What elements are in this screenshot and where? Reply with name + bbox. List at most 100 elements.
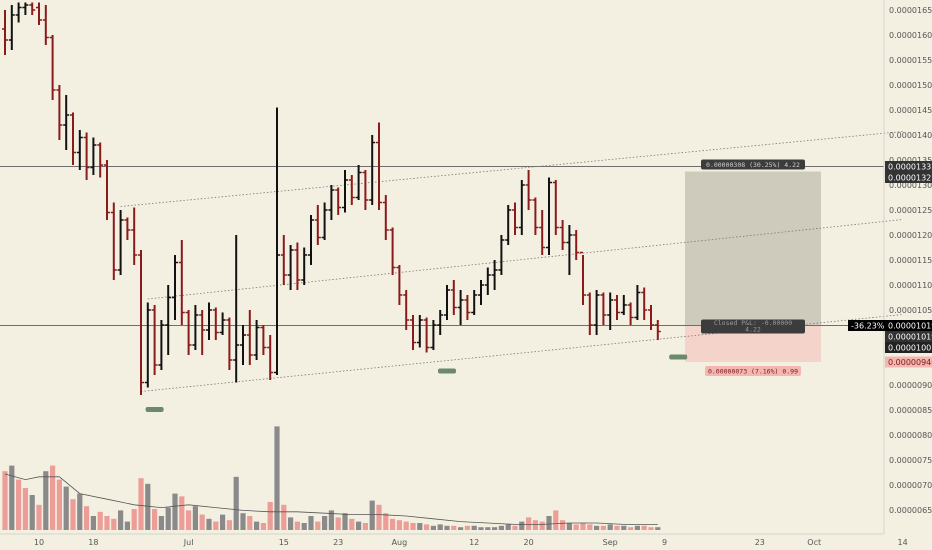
- volume-bar: [526, 517, 532, 530]
- ohlc-bar: [63, 95, 70, 150]
- ohlc-bar: [552, 180, 559, 235]
- ohlc-bar: [600, 292, 607, 325]
- target-zone: [685, 171, 821, 326]
- ohlc-bar: [546, 177, 552, 255]
- price-tag-box: [885, 342, 932, 353]
- ohlc-bar: [178, 240, 185, 325]
- ohlc-bar: [29, 2, 36, 15]
- ohlc-bar: [586, 292, 593, 335]
- volume-bar: [138, 478, 144, 530]
- ohlc-bar: [117, 210, 124, 275]
- price-tag-box: [885, 331, 932, 342]
- entry-label-line1: Closed P&L: -0.00000: [714, 319, 792, 327]
- volume-bar: [288, 517, 294, 530]
- ohlc-bar: [172, 255, 178, 320]
- ohlc-bar: [634, 285, 641, 320]
- ohlc-bar: [83, 132, 90, 180]
- x-tick-label: 20: [524, 538, 534, 547]
- price-tag-box: [885, 320, 932, 331]
- ohlc-bar: [185, 310, 192, 355]
- volume-bar: [621, 525, 627, 530]
- ohlc-bar: [70, 112, 76, 165]
- ohlc-bar: [287, 245, 294, 290]
- volume-bar: [2, 471, 8, 530]
- volume-bar: [539, 521, 545, 530]
- volume-bar: [131, 509, 137, 530]
- channel-mid: [147, 219, 903, 300]
- volume-bar: [56, 479, 62, 530]
- low-marker: [669, 354, 688, 360]
- ohlc-bar: [423, 317, 430, 353]
- target-label-box: [701, 159, 805, 170]
- ohlc-bar: [246, 310, 253, 365]
- volume-bar: [281, 504, 287, 530]
- ohlc-bar: [321, 202, 328, 240]
- volume-bar: [152, 509, 158, 530]
- ohlc-bar: [654, 320, 661, 340]
- ohlc-bar: [15, 2, 22, 23]
- price-tag-text: 0.00001007: [888, 344, 932, 353]
- x-tick-label: 14: [898, 538, 908, 547]
- x-tick-label: Jul: [183, 538, 194, 547]
- volume-bar: [172, 493, 178, 530]
- volume-bar: [342, 513, 348, 530]
- volume-bar: [90, 516, 96, 530]
- ohlc-bar: [614, 295, 620, 320]
- entry-label-box: [701, 319, 805, 334]
- volume-bar: [369, 500, 375, 530]
- volume-bar: [403, 521, 409, 530]
- ohlc-bar: [355, 165, 362, 200]
- ohlc-bar: [484, 267, 491, 295]
- ohlc-bar: [328, 185, 335, 220]
- ohlc-bar: [505, 205, 512, 245]
- volume-bar: [43, 471, 49, 530]
- ohlc-bar: [144, 302, 151, 388]
- low-marker: [145, 407, 164, 412]
- price-tag-text: 0.00001337: [888, 163, 932, 172]
- channel-upper: [120, 131, 903, 207]
- volume-bar: [206, 518, 212, 530]
- ohlc-bar: [376, 122, 382, 210]
- volume-bar: [485, 527, 491, 530]
- volume-bar: [111, 518, 117, 530]
- volume-bar: [628, 527, 634, 530]
- ohlc-bar: [525, 170, 532, 210]
- volume-bar: [274, 426, 280, 530]
- ohlc-bar: [8, 5, 15, 50]
- price-tag-prefix: -36.23%: [851, 322, 885, 331]
- ohlc-bar: [648, 305, 654, 330]
- ohlc-bar: [165, 285, 172, 355]
- volume-bar: [267, 502, 273, 530]
- volume-bar: [390, 518, 396, 530]
- ohlc-bar: [308, 215, 314, 265]
- volume-bar: [199, 514, 205, 530]
- volume-bar: [158, 516, 164, 530]
- volume-bar: [553, 510, 559, 530]
- volume-bar: [478, 527, 484, 530]
- price-tag-box: [885, 161, 932, 172]
- ohlc-bar: [131, 207, 138, 265]
- volume-bar: [335, 517, 341, 530]
- ohlc-bar: [226, 317, 233, 370]
- ohlc-bar: [151, 305, 158, 375]
- volume-bar: [77, 493, 83, 530]
- volume-bar: [294, 521, 300, 530]
- ohlc-bar: [233, 235, 240, 383]
- x-tick-label: 10: [34, 538, 44, 547]
- ohlc-bar: [56, 85, 63, 140]
- entry-label-line2: 4.22: [745, 326, 761, 334]
- volume-bar: [532, 520, 538, 530]
- volume-bar: [566, 523, 572, 530]
- price-tag-box: [885, 172, 932, 183]
- ohlc-bar: [607, 292, 614, 330]
- tag-946: 0.00000946: [885, 356, 932, 368]
- ohlc-bar: [437, 310, 444, 335]
- volume-bar: [220, 514, 226, 530]
- x-tick-label: 23: [333, 538, 343, 547]
